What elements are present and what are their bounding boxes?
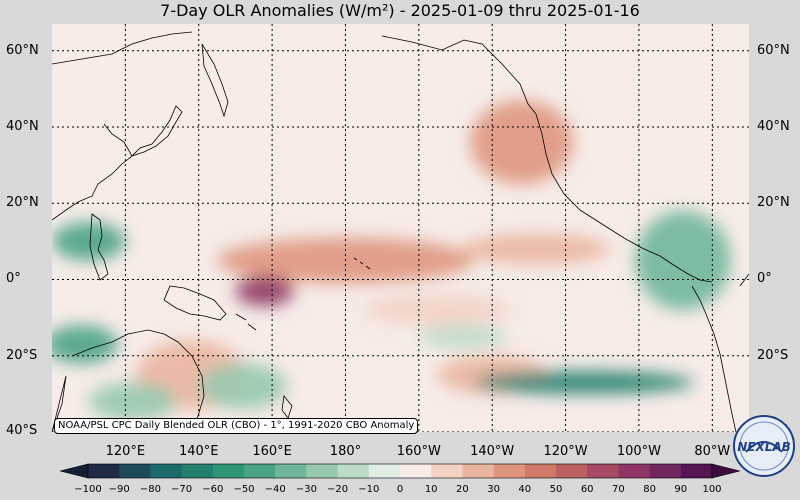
lon-label: 120°W (543, 444, 588, 459)
lat-label-r: 0° (757, 271, 772, 287)
olr-anomaly-map[interactable] (52, 24, 749, 432)
colorbar-tick: 30 (487, 484, 500, 495)
philippines-coastline (89, 213, 109, 281)
colorbar-segment (618, 464, 651, 478)
colorbar-tick: −80 (139, 484, 161, 495)
graticule (52, 24, 749, 432)
colorbar-segment (275, 464, 307, 478)
colorbar-segment (150, 464, 183, 478)
solomon-islands (235, 313, 257, 331)
nexlab-logo: NEXLAB (733, 415, 795, 477)
colorbar-segment (368, 464, 401, 478)
colorbar-tick: 20 (456, 484, 469, 495)
colorbar (60, 463, 740, 479)
colorbar-tick: 80 (643, 484, 656, 495)
lat-label-l: 20°S (6, 347, 38, 363)
negative-anomaly-7 (473, 370, 694, 394)
colorbar-segment (119, 464, 151, 478)
colorbar-tick: −60 (202, 484, 224, 495)
lat-label-r: 20°N (757, 195, 790, 211)
colorbar-tick: −30 (295, 484, 317, 495)
colorbar-segment (649, 464, 682, 478)
colorbar-low-extend (60, 463, 89, 479)
colorbar-segment (244, 464, 276, 478)
new-zealand-coastline (281, 395, 293, 419)
negative-anomaly-12 (198, 363, 287, 410)
positive-anomaly-2 (470, 100, 573, 185)
map-canvas (52, 24, 749, 432)
colorbar-outline (87, 463, 713, 479)
colorbar-tick: 70 (612, 484, 625, 495)
colorbar-segment (462, 464, 495, 478)
new-guinea-coastline (163, 285, 227, 321)
lat-label-l: 60°N (6, 42, 39, 58)
logo-arc (745, 441, 783, 453)
asia-coastline (52, 31, 193, 221)
colorbar-segment (493, 464, 526, 478)
lon-label: 180° (329, 444, 362, 459)
colorbar-segment (524, 464, 557, 478)
lon-label: 80°W (694, 444, 731, 459)
colorbar-segment (88, 464, 120, 478)
positive-anomaly-1 (235, 275, 295, 307)
lat-label-l: 40°S (6, 423, 38, 438)
colorbar-segment (587, 464, 619, 478)
negative-anomaly-10 (635, 210, 731, 310)
lon-label: 160°E (252, 444, 292, 459)
colorbar-tick: −90 (108, 484, 130, 495)
colorbar-segment (337, 464, 370, 478)
colorbar-tick: 0 (396, 484, 404, 495)
positive-anomaly-6 (363, 294, 511, 326)
colorbar-tick: −100 (74, 484, 102, 495)
logo-inner-ring (739, 421, 789, 471)
colorbar-segment (680, 464, 713, 478)
coastlines (52, 31, 749, 432)
south-america-coastline (691, 273, 749, 432)
north-america-coastline (535, 113, 713, 283)
colorbar-tick: −20 (327, 484, 349, 495)
lat-label-l: 20°N (6, 195, 39, 211)
lat-label-l: 40°N (6, 118, 39, 134)
colorbar-segment (212, 464, 245, 478)
colorbar-tick: −50 (233, 484, 255, 495)
colorbar-segment (556, 464, 588, 478)
negative-anomaly-9 (52, 325, 119, 364)
colorbar-tick: 60 (580, 484, 594, 495)
alaska-coastline (381, 35, 537, 115)
lat-label-r: 40°N (757, 118, 790, 134)
japan-coastline (131, 105, 183, 157)
colorbar-tick: −70 (171, 484, 193, 495)
colorbar-segment (306, 464, 339, 478)
anomaly-field (52, 100, 731, 421)
lat-label-l: 0° (6, 271, 21, 287)
colorbar-tick: 90 (674, 484, 688, 495)
lat-label-r: 60°N (757, 42, 790, 58)
negative-anomaly-11 (88, 382, 177, 421)
logo-ring (733, 415, 795, 477)
map-title: 7-Day OLR Anomalies (W/m²) - 2025-01-09 … (160, 1, 640, 20)
positive-anomaly-3 (462, 233, 610, 265)
hawaii-islands (353, 257, 371, 270)
colorbar-tick: −10 (358, 484, 380, 495)
colorbar-tick: 40 (518, 484, 532, 495)
colorbar-tick: 10 (424, 484, 438, 495)
colorbar-segment (400, 464, 432, 478)
colorbar-segment (181, 464, 214, 478)
colorbar-tick: 50 (549, 484, 563, 495)
kamchatka-coastline (201, 43, 229, 118)
colorbar-segment (431, 464, 463, 478)
lon-label: 160°W (396, 444, 441, 459)
lon-label: 140°W (470, 444, 515, 459)
negative-anomaly-13 (418, 325, 507, 349)
colorbar-tick: −40 (264, 484, 286, 495)
data-credit-label: NOAA/PSL CPC Daily Blended OLR (CBO) - 1… (54, 418, 419, 434)
lat-label-r: 20°S (757, 347, 789, 363)
lon-label: 140°E (178, 444, 219, 459)
lon-label: 120°E (105, 444, 146, 459)
logo-text: NEXLAB (737, 440, 791, 454)
colorbar-tick: 100 (702, 484, 722, 495)
negative-anomaly-8 (52, 222, 126, 261)
lon-label: 100°W (616, 444, 662, 459)
